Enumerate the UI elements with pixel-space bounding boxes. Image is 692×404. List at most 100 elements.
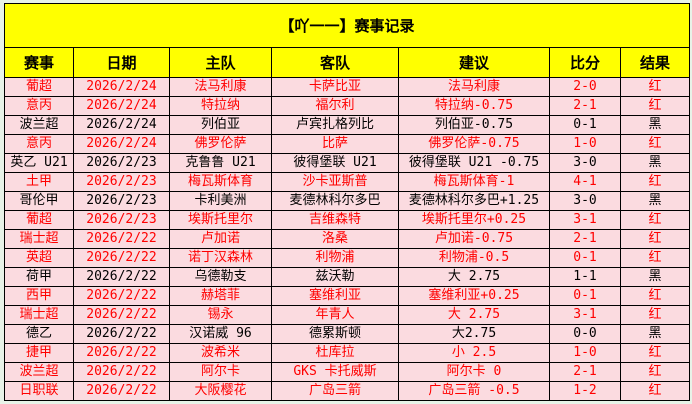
cell-result[interactable]: 黑 [619,267,691,287]
cell-suggestion[interactable]: 大 2.75 [398,305,550,325]
cell-date[interactable]: 2026/2/23 [73,210,170,230]
cell-home-team[interactable]: 卡利美洲 [169,191,272,211]
cell-away-team[interactable]: 吉维森特 [271,210,399,230]
cell-home-team[interactable]: 大阪樱花 [169,381,272,401]
header-result[interactable]: 结果 [619,47,691,78]
cell-result[interactable]: 红 [619,172,691,192]
cell-home-team[interactable]: 法马利康 [169,77,272,97]
cell-away-team[interactable]: 利物浦 [271,248,399,268]
cell-date[interactable]: 2026/2/22 [73,286,170,306]
cell-home-team[interactable]: 阿尔卡 [169,362,272,382]
cell-date[interactable]: 2026/2/23 [73,191,170,211]
cell-home-team[interactable]: 波希米 [169,343,272,363]
cell-score[interactable]: 3-1 [549,210,621,230]
cell-away-team[interactable]: 比萨 [271,134,399,154]
cell-result[interactable]: 红 [619,229,691,249]
cell-league[interactable]: 哥伦甲 [4,191,74,211]
cell-score[interactable]: 0-1 [549,115,621,135]
cell-league[interactable]: 波兰超 [4,115,74,135]
cell-suggestion[interactable]: 彼得堡联 U21 -0.75 [398,153,550,173]
cell-home-team[interactable]: 梅瓦斯体育 [169,172,272,192]
cell-league[interactable]: 英乙 U21 [4,153,74,173]
cell-date[interactable]: 2026/2/22 [73,343,170,363]
cell-date[interactable]: 2026/2/22 [73,229,170,249]
cell-result[interactable]: 红 [619,286,691,306]
cell-away-team[interactable]: 兹沃勒 [271,267,399,287]
cell-suggestion[interactable]: 阿尔卡 0 [398,362,550,382]
cell-result[interactable]: 红 [619,77,691,97]
cell-league[interactable]: 捷甲 [4,343,74,363]
cell-result[interactable]: 黑 [619,324,691,344]
cell-away-team[interactable]: 广岛三箭 [271,381,399,401]
cell-date[interactable]: 2026/2/22 [73,362,170,382]
cell-away-team[interactable]: 洛桑 [271,229,399,249]
cell-suggestion[interactable]: 佛罗伦萨-0.75 [398,134,550,154]
cell-suggestion[interactable]: 梅瓦斯体育-1 [398,172,550,192]
cell-date[interactable]: 2026/2/23 [73,153,170,173]
cell-home-team[interactable]: 乌德勒支 [169,267,272,287]
cell-suggestion[interactable]: 小 2.5 [398,343,550,363]
cell-away-team[interactable]: 麦德林科尔多巴 [271,191,399,211]
cell-suggestion[interactable]: 列伯亚-0.75 [398,115,550,135]
cell-result[interactable]: 红 [619,381,691,401]
cell-result[interactable]: 黑 [619,191,691,211]
cell-score[interactable]: 3-0 [549,153,621,173]
cell-away-team[interactable]: 塞维利亚 [271,286,399,306]
cell-suggestion[interactable]: 塞维利亚+0.25 [398,286,550,306]
cell-suggestion[interactable]: 大2.75 [398,324,550,344]
cell-away-team[interactable]: 年青人 [271,305,399,325]
header-home-team[interactable]: 主队 [169,47,272,78]
cell-home-team[interactable]: 埃斯托里尔 [169,210,272,230]
cell-result[interactable]: 红 [619,248,691,268]
cell-score[interactable]: 3-0 [549,191,621,211]
cell-away-team[interactable]: 卡萨比亚 [271,77,399,97]
cell-away-team[interactable]: 德累斯顿 [271,324,399,344]
cell-suggestion[interactable]: 麦德林科尔多巴+1.25 [398,191,550,211]
cell-league[interactable]: 波兰超 [4,362,74,382]
cell-league[interactable]: 荷甲 [4,267,74,287]
cell-league[interactable]: 土甲 [4,172,74,192]
cell-suggestion[interactable]: 广岛三箭 -0.5 [398,381,550,401]
cell-league[interactable]: 瑞士超 [4,229,74,249]
cell-score[interactable]: 0-1 [549,286,621,306]
cell-home-team[interactable]: 克鲁鲁 U21 [169,153,272,173]
cell-result[interactable]: 红 [619,210,691,230]
cell-score[interactable]: 4-1 [549,172,621,192]
header-away-team[interactable]: 客队 [271,47,399,78]
cell-home-team[interactable]: 列伯亚 [169,115,272,135]
cell-away-team[interactable]: 福尔利 [271,96,399,116]
cell-result[interactable]: 红 [619,305,691,325]
cell-league[interactable]: 意丙 [4,96,74,116]
table-title[interactable]: 【吖一一】赛事记录 [3,3,691,48]
cell-score[interactable]: 2-1 [549,362,621,382]
cell-date[interactable]: 2026/2/22 [73,267,170,287]
cell-date[interactable]: 2026/2/22 [73,324,170,344]
header-date[interactable]: 日期 [73,47,170,78]
cell-score[interactable]: 1-1 [549,267,621,287]
cell-away-team[interactable]: GKS 卡托威斯 [271,362,399,382]
cell-home-team[interactable]: 赫塔菲 [169,286,272,306]
cell-suggestion[interactable]: 埃斯托里尔+0.25 [398,210,550,230]
cell-league[interactable]: 瑞士超 [4,305,74,325]
cell-suggestion[interactable]: 特拉纳-0.75 [398,96,550,116]
cell-league[interactable]: 葡超 [4,77,74,97]
cell-league[interactable]: 意丙 [4,134,74,154]
cell-score[interactable]: 2-1 [549,229,621,249]
cell-league[interactable]: 西甲 [4,286,74,306]
cell-date[interactable]: 2026/2/24 [73,77,170,97]
cell-away-team[interactable]: 卢宾扎格列比 [271,115,399,135]
cell-score[interactable]: 1-2 [549,381,621,401]
cell-away-team[interactable]: 彼得堡联 U21 [271,153,399,173]
cell-league[interactable]: 葡超 [4,210,74,230]
cell-suggestion[interactable]: 大 2.75 [398,267,550,287]
cell-date[interactable]: 2026/2/24 [73,134,170,154]
cell-score[interactable]: 0-1 [549,248,621,268]
cell-score[interactable]: 2-0 [549,77,621,97]
cell-away-team[interactable]: 沙卡亚斯普 [271,172,399,192]
cell-home-team[interactable]: 锡永 [169,305,272,325]
header-score[interactable]: 比分 [549,47,621,78]
cell-league[interactable]: 日职联 [4,381,74,401]
header-suggestion[interactable]: 建议 [398,47,550,78]
cell-home-team[interactable]: 汉诺威 96 [169,324,272,344]
cell-date[interactable]: 2026/2/22 [73,305,170,325]
